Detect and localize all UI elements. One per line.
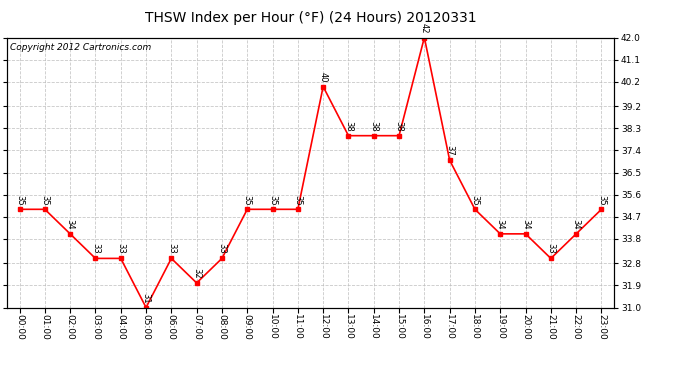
Text: 34: 34 — [66, 219, 75, 230]
Text: 33: 33 — [91, 243, 100, 254]
Text: 32: 32 — [192, 268, 201, 279]
Text: 33: 33 — [167, 243, 176, 254]
Text: 33: 33 — [546, 243, 555, 254]
Text: Copyright 2012 Cartronics.com: Copyright 2012 Cartronics.com — [10, 43, 151, 52]
Text: 31: 31 — [141, 293, 150, 303]
Text: 33: 33 — [217, 243, 226, 254]
Text: 40: 40 — [319, 72, 328, 82]
Text: 38: 38 — [344, 121, 353, 132]
Text: 35: 35 — [40, 195, 50, 205]
Text: 35: 35 — [471, 195, 480, 205]
Text: 38: 38 — [395, 121, 404, 132]
Text: 42: 42 — [420, 23, 429, 33]
Text: 35: 35 — [243, 195, 252, 205]
Text: 34: 34 — [495, 219, 505, 230]
Text: 33: 33 — [116, 243, 126, 254]
Text: 35: 35 — [15, 195, 24, 205]
Text: 34: 34 — [571, 219, 581, 230]
Text: 35: 35 — [268, 195, 277, 205]
Text: 35: 35 — [597, 195, 606, 205]
Text: 37: 37 — [445, 145, 454, 156]
Text: 34: 34 — [521, 219, 530, 230]
Text: THSW Index per Hour (°F) (24 Hours) 20120331: THSW Index per Hour (°F) (24 Hours) 2012… — [145, 11, 476, 25]
Text: 35: 35 — [293, 195, 302, 205]
Text: 38: 38 — [369, 121, 378, 132]
